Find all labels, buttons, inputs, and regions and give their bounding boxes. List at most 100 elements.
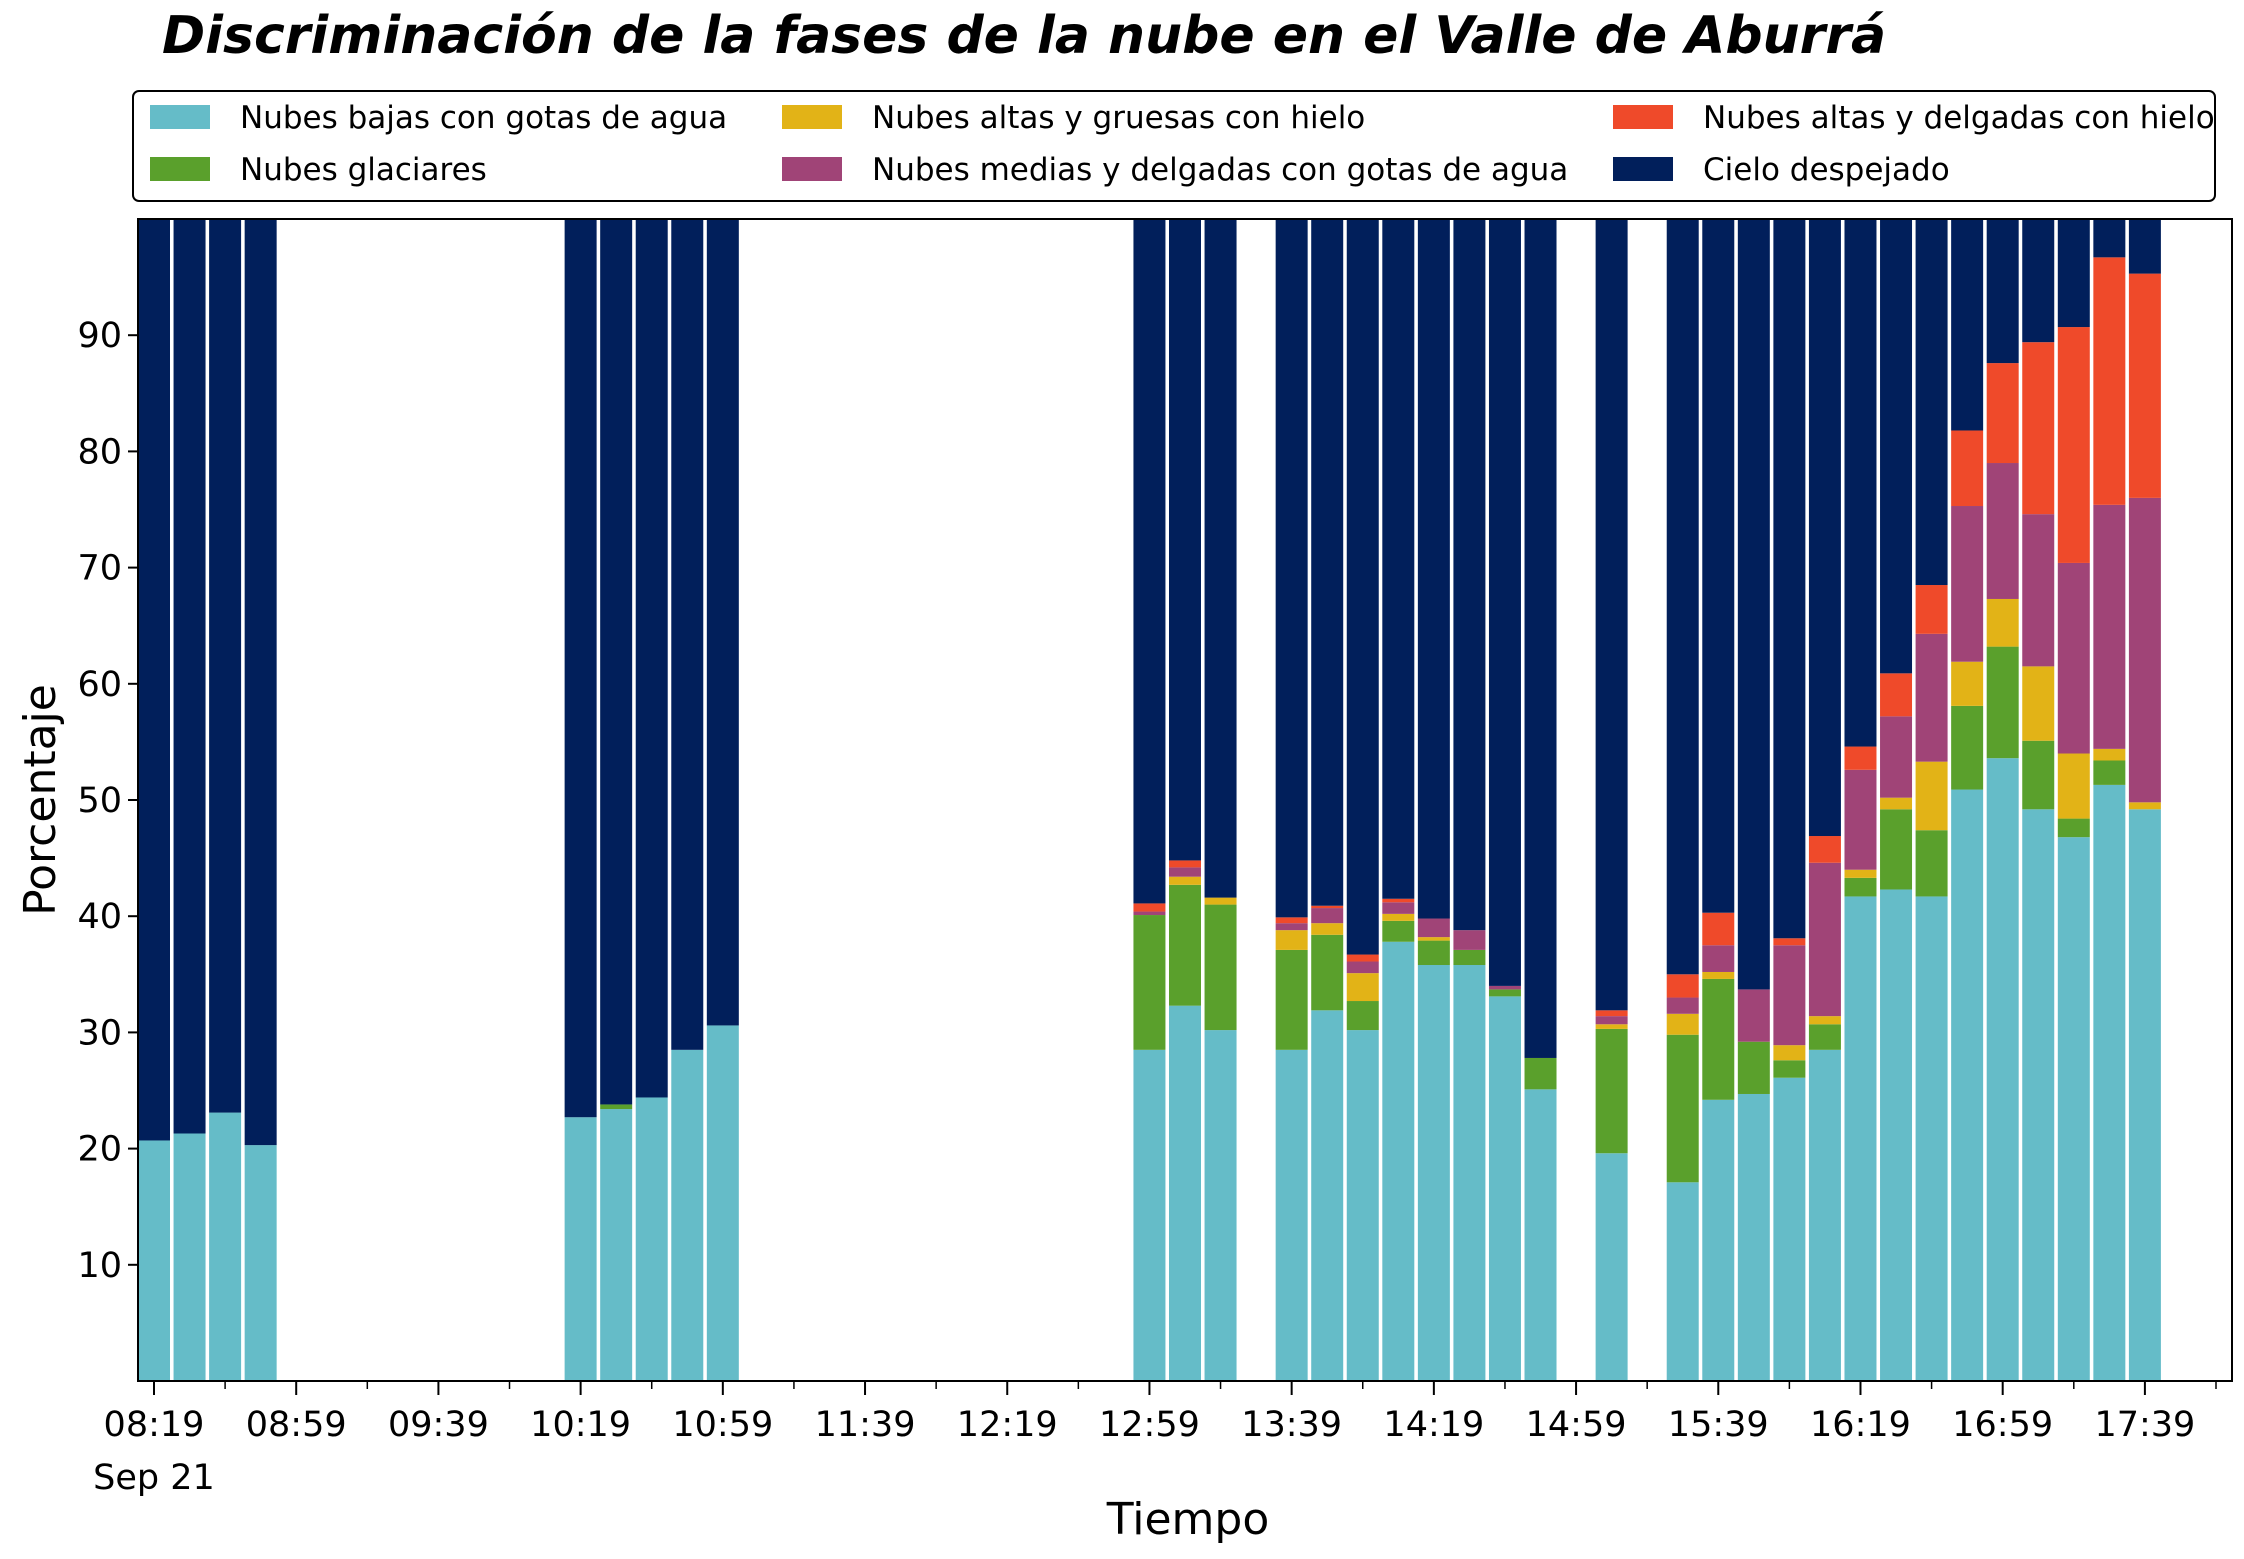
bar-segment [2093, 219, 2126, 258]
bar-segment [671, 1049, 704, 1381]
bar-segment [1417, 940, 1450, 966]
bar-segment [1880, 219, 1913, 674]
legend-swatch [1613, 157, 1673, 181]
bar-segment [1595, 1016, 1628, 1025]
bar-segment [1204, 904, 1237, 1031]
bar-segment [1133, 1049, 1166, 1381]
bar-segment [2093, 257, 2126, 505]
bar-segment [1737, 1041, 1770, 1094]
bar-segment [1808, 1016, 1841, 1025]
bar-segment [1382, 902, 1415, 914]
y-tick-label: 60 [77, 665, 122, 705]
bar-segment [1346, 1001, 1379, 1031]
bar-segment [635, 1097, 668, 1381]
x-date-label: Sep 21 [93, 1458, 215, 1498]
bar-segment [1169, 860, 1201, 868]
bar-segment [2022, 219, 2055, 343]
bar-segment [1773, 945, 1806, 1046]
bar-segment [1773, 938, 1806, 946]
x-tick-label: 10:59 [672, 1405, 773, 1445]
y-tick-label: 40 [77, 897, 122, 937]
bar-segment [1773, 1060, 1806, 1078]
bar-segment [2128, 273, 2161, 498]
bar-segment [1133, 911, 1166, 916]
legend-swatch [1613, 105, 1673, 129]
bar-segment [1986, 463, 2019, 599]
legend-swatch [150, 157, 210, 181]
bar-segment [2022, 740, 2055, 810]
bar-segment [2057, 753, 2090, 819]
y-tick-label: 50 [77, 781, 122, 821]
bar-segment [2093, 784, 2126, 1381]
bar-segment [1702, 1099, 1735, 1381]
bar-segment [1382, 941, 1415, 1381]
bar-segment [1204, 219, 1237, 898]
bar-segment [1844, 769, 1877, 870]
bar-segment [1382, 913, 1415, 921]
bar-segment [2128, 802, 2161, 810]
bar-segment [2057, 562, 2090, 754]
bar-segment [1808, 862, 1841, 1017]
bars [138, 219, 2161, 1381]
x-tick-label: 14:59 [1526, 1405, 1627, 1445]
bar-segment [1382, 920, 1415, 942]
bar-segment [706, 219, 739, 1026]
x-tick-label: 10:19 [530, 1405, 631, 1445]
legend-frame [132, 90, 2216, 202]
bar-segment [1951, 506, 1984, 662]
bar-segment [1808, 219, 1841, 837]
x-tick-label: 08:59 [246, 1405, 347, 1445]
bar-segment [1453, 949, 1486, 966]
bar-segment [1346, 961, 1379, 974]
x-tick-label: 08:19 [104, 1405, 205, 1445]
bar-segment [1595, 1010, 1628, 1017]
bar-segment [1702, 945, 1735, 972]
bar-segment [1808, 1049, 1841, 1381]
bar-segment [1204, 1030, 1237, 1381]
bar-segment [1595, 1024, 1628, 1029]
bar-segment [173, 219, 206, 1134]
bar-segment [1951, 219, 1984, 431]
y-tick-label: 90 [77, 316, 122, 356]
bar-segment [1844, 877, 1877, 897]
x-tick-label: 15:39 [1668, 1405, 1769, 1445]
bar-segment [1311, 908, 1344, 924]
bar-segment [1844, 746, 1877, 770]
legend-swatch [782, 105, 842, 129]
bar-segment [1524, 219, 1557, 1058]
bar-segment [1169, 867, 1201, 877]
bar-segment [635, 219, 668, 1098]
bar-segment [1311, 1010, 1344, 1381]
bar-segment [1275, 930, 1308, 950]
legend-label: Nubes glaciares [240, 152, 487, 188]
x-tick-label: 09:39 [388, 1405, 489, 1445]
bar-segment [2128, 497, 2161, 803]
bar-segment [1417, 937, 1450, 941]
bar-segment [1275, 923, 1308, 931]
bar-segment [2128, 809, 2161, 1381]
y-tick-label: 30 [77, 1013, 122, 1053]
bar-segment [1986, 219, 2019, 364]
x-axis: 08:19 08:59 09:39 10:19 10:59 11:39 12:19 12:59… [93, 1381, 2217, 1498]
bar-segment [1133, 903, 1166, 912]
bar-segment [138, 1140, 170, 1381]
bar-segment [1808, 836, 1841, 863]
bar-segment [1169, 876, 1201, 885]
bar-segment [1666, 974, 1699, 998]
bar-segment [2022, 342, 2055, 515]
bar-segment [1880, 716, 1913, 798]
bar-segment [1169, 1005, 1201, 1381]
x-tick-label: 11:39 [815, 1405, 916, 1445]
bar-segment [2093, 504, 2126, 749]
bar-segment [564, 219, 597, 1118]
bar-segment [1204, 897, 1237, 905]
bar-segment [244, 219, 277, 1146]
bar-segment [1880, 809, 1913, 890]
bar-segment [1169, 884, 1201, 1006]
bar-segment [1986, 646, 2019, 759]
bar-segment [1737, 989, 1770, 1042]
y-tick-label: 10 [77, 1246, 122, 1286]
bar-segment [1595, 1153, 1628, 1381]
bar-segment [1773, 1077, 1806, 1381]
bar-segment [1844, 869, 1877, 878]
